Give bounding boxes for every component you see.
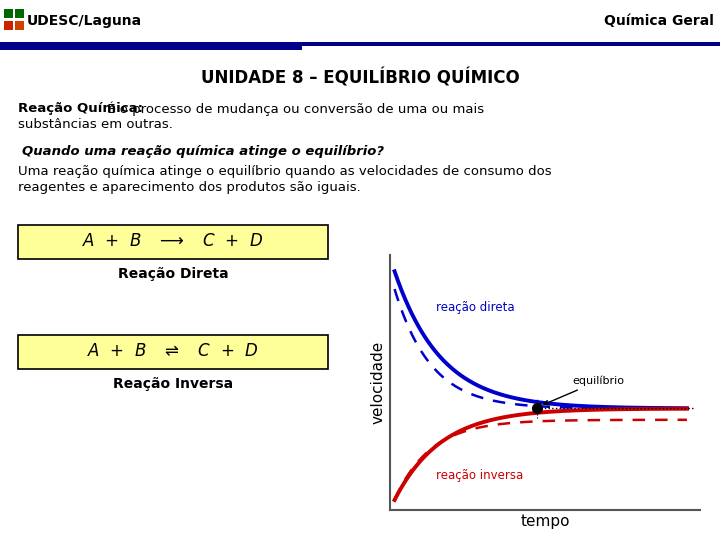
Text: reação direta: reação direta bbox=[436, 301, 515, 314]
Bar bbox=[4, 21, 13, 30]
Text: Uma reação química atinge o equilíbrio quando as velocidades de consumo dos: Uma reação química atinge o equilíbrio q… bbox=[18, 165, 552, 178]
Bar bbox=[15, 21, 24, 30]
Text: Reação Química:: Reação Química: bbox=[18, 102, 143, 115]
Text: reação inversa: reação inversa bbox=[436, 469, 523, 482]
Bar bbox=[4, 9, 13, 18]
Text: $A$  +  $B$   $\rightleftharpoons$   $C$  +  $D$: $A$ + $B$ $\rightleftharpoons$ $C$ + $D$ bbox=[87, 342, 258, 360]
FancyBboxPatch shape bbox=[18, 335, 328, 369]
Text: reagentes e aparecimento dos produtos são iguais.: reagentes e aparecimento dos produtos sã… bbox=[18, 181, 361, 194]
Text: Química Geral: Química Geral bbox=[604, 14, 714, 28]
Text: Reação Inversa: Reação Inversa bbox=[113, 377, 233, 391]
Text: Quando uma reação química atinge o equilíbrio?: Quando uma reação química atinge o equil… bbox=[22, 145, 384, 158]
Bar bbox=[0, 42, 720, 46]
Text: UDESC/Laguna: UDESC/Laguna bbox=[27, 14, 142, 28]
Bar bbox=[15, 9, 24, 18]
Text: substâncias em outras.: substâncias em outras. bbox=[18, 118, 173, 131]
Text: É o processo de mudança ou conversão de uma ou mais: É o processo de mudança ou conversão de … bbox=[103, 102, 484, 117]
Text: equilíbrio: equilíbrio bbox=[544, 376, 625, 404]
Bar bbox=[0, 46, 302, 50]
Y-axis label: velocidade: velocidade bbox=[371, 341, 386, 424]
Text: Reação Direta: Reação Direta bbox=[117, 267, 228, 281]
Text: $A$  +  $B$   $\longrightarrow$   $C$  +  $D$: $A$ + $B$ $\longrightarrow$ $C$ + $D$ bbox=[82, 232, 264, 250]
X-axis label: tempo: tempo bbox=[521, 514, 570, 529]
Text: UNIDADE 8 – EQUILÍBRIO QUÍMICO: UNIDADE 8 – EQUILÍBRIO QUÍMICO bbox=[201, 68, 519, 87]
FancyBboxPatch shape bbox=[18, 225, 328, 259]
